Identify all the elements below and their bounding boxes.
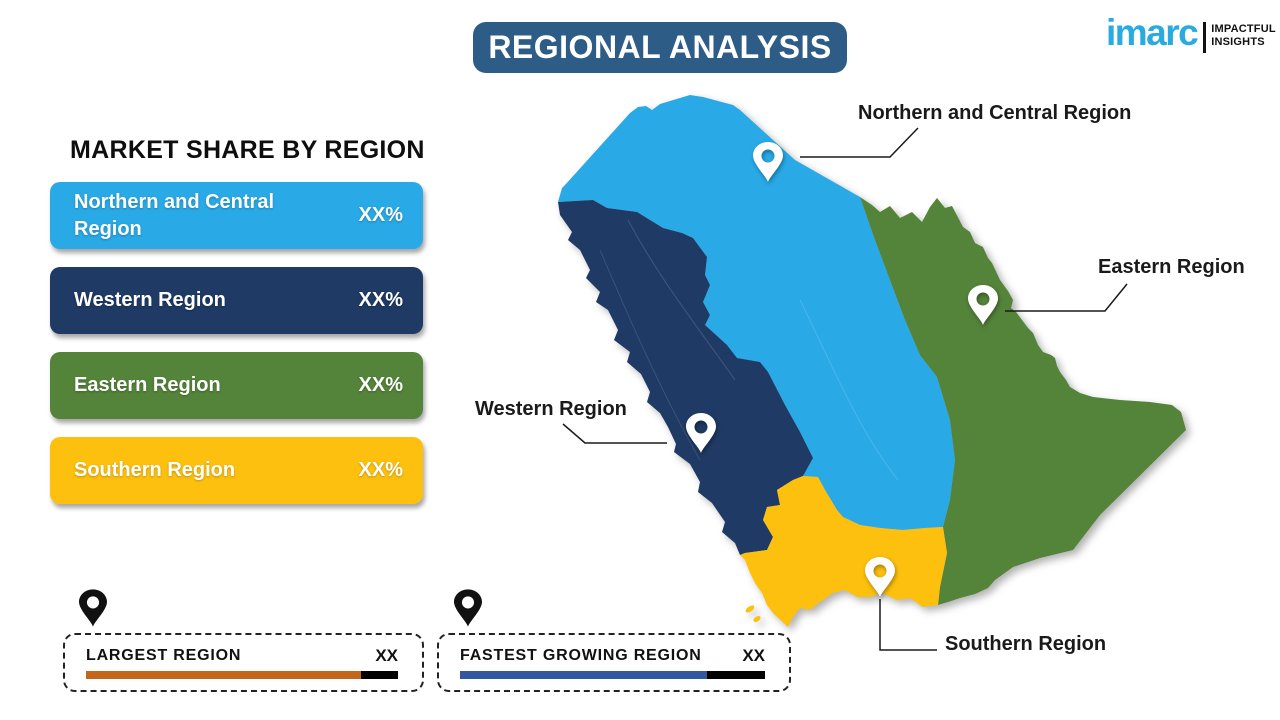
map-region-southern (740, 476, 947, 627)
map-region-western (558, 200, 813, 555)
largest-region-bar (86, 671, 398, 679)
share-bar-value: XX% (358, 289, 403, 311)
share-bar-northern-central: Northern and Central Region XX% (50, 182, 423, 249)
logo-divider (1203, 22, 1207, 53)
callout-line-western (562, 423, 667, 444)
share-bar-label: Northern and Central Region (74, 190, 275, 240)
page-title: REGIONAL ANALYSIS (473, 22, 847, 73)
largest-region-bar-tip (360, 671, 398, 679)
saudi-arabia-map (558, 95, 1186, 651)
logo-tagline-line1: IMPACTFUL (1211, 23, 1276, 35)
province-border-line (799, 299, 899, 481)
share-bar-label: Eastern Region (74, 374, 221, 396)
share-bar-value: XX% (358, 374, 403, 396)
map-pin-western-icon (686, 413, 716, 453)
logo-tagline: IMPACTFUL INSIGHTS (1211, 23, 1276, 48)
share-bar-value: XX% (358, 204, 403, 226)
map-region-eastern (860, 197, 1186, 605)
share-bar-western: Western Region XX% (50, 267, 423, 334)
fastest-growing-region-value: XX (742, 646, 765, 665)
map-label-eastern: Eastern Region (1098, 256, 1245, 278)
largest-region-bar-fill (86, 671, 361, 679)
map-pin-eastern-icon (968, 285, 998, 325)
market-share-legend: Northern and Central Region XX% Western … (50, 182, 423, 504)
imarc-brand-text: imarc (1106, 12, 1199, 53)
largest-region-label: LARGEST REGION (86, 647, 242, 664)
fastest-growing-region-box: FASTEST GROWING REGION XX (437, 633, 791, 692)
map-label-southern: Southern Region (945, 633, 1107, 655)
largest-region-value: XX (375, 646, 398, 665)
province-border-line (599, 249, 701, 461)
imarc-logo: imarc IMPACTFUL INSIGHTS (1106, 14, 1276, 53)
map-region-northern-central (558, 95, 955, 530)
map-island (753, 615, 761, 623)
share-bar-label: Southern Region (74, 459, 236, 481)
page-title-text: REGIONAL ANALYSIS (488, 29, 832, 65)
map-pin-southern-icon (865, 557, 895, 597)
fastest-growing-region-bar-fill (460, 671, 708, 679)
largest-region-box: LARGEST REGION XX (63, 633, 424, 692)
largest-region-pin-icon (79, 589, 107, 627)
map-label-western: Western Region (475, 398, 627, 420)
map-label-northern-central: Northern and Central Region (858, 102, 1132, 124)
callout-line-southern (879, 599, 937, 651)
share-bar-eastern: Eastern Region XX% (50, 352, 423, 419)
logo-tagline-line2: INSIGHTS (1211, 35, 1265, 48)
callout-line-eastern (1005, 283, 1128, 312)
fastest-growing-region-pin-icon (454, 589, 482, 627)
fastest-growing-region-label: FASTEST GROWING REGION (460, 647, 702, 664)
share-bar-southern: Southern Region XX% (50, 437, 423, 504)
map-island (745, 605, 755, 613)
share-bar-value: XX% (358, 459, 403, 481)
fastest-growing-region-bar-tip (707, 671, 765, 679)
market-share-heading: MARKET SHARE BY REGION (70, 136, 425, 164)
share-bar-label: Western Region (74, 289, 226, 311)
fastest-growing-region-bar (460, 671, 765, 679)
province-border-line (627, 219, 736, 381)
map-pin-northern-central-icon (753, 142, 783, 182)
callout-line-northern-central (800, 127, 919, 158)
